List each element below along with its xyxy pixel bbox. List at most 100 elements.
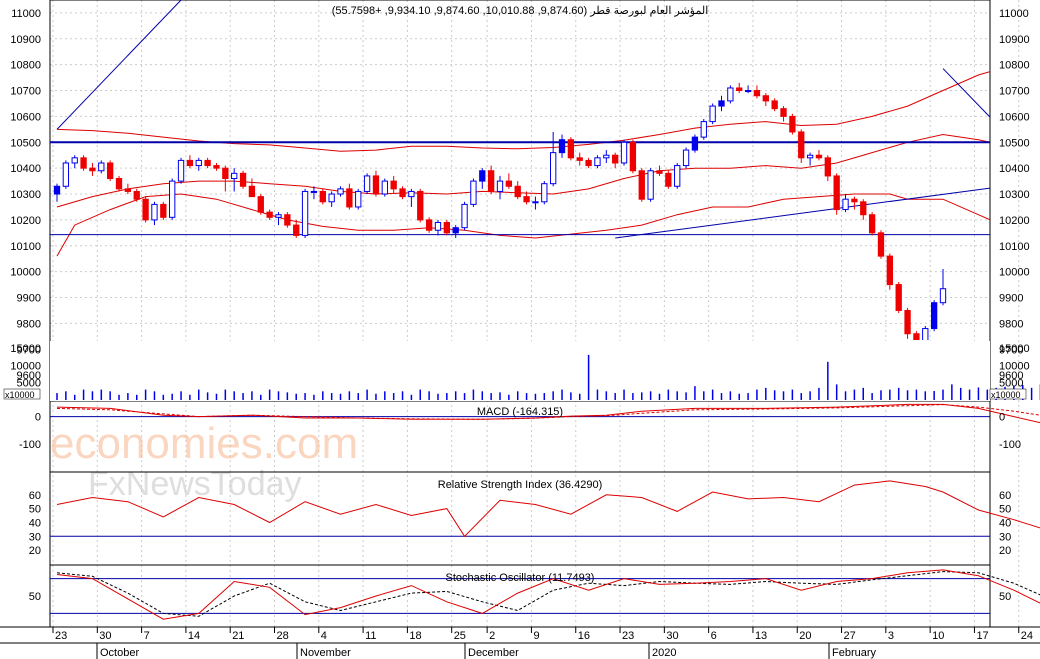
candle-body — [346, 188, 353, 208]
candle-body — [142, 198, 149, 221]
price-tick-label-right: 10900 — [999, 34, 1030, 46]
panel-frames — [0, 0, 1040, 644]
volume-tick-label-right: 5000 — [999, 378, 1023, 390]
candle-body — [372, 175, 380, 195]
stochastic-label: Stochastic Oscillator (11.7493) — [446, 572, 595, 584]
candle-body — [257, 196, 264, 213]
candle-body — [177, 159, 185, 182]
price-tick-label-left: 10600 — [10, 111, 41, 123]
candle-body — [603, 154, 610, 159]
candle-body — [620, 141, 628, 164]
rsi-line — [56, 480, 1040, 538]
price-tick-label-left: 10700 — [10, 86, 41, 98]
volume-panel — [50, 341, 1040, 401]
candle-body — [700, 121, 707, 138]
rsi-tick-label-left: 40 — [29, 517, 41, 529]
day-tick-label: 7 — [144, 630, 150, 642]
volume-multiplier-left: x10000 — [5, 390, 35, 400]
candle-body — [674, 165, 681, 187]
volume-multiplier-box-right — [989, 388, 1027, 400]
price-tick-label-right: 11000 — [999, 8, 1029, 20]
candle-body — [824, 157, 831, 177]
candle-body — [319, 190, 326, 203]
candle-body — [922, 328, 929, 340]
candle-body — [89, 167, 96, 172]
rsi-label: Relative Strength Index (36.4290) — [438, 479, 603, 491]
price-tick-label-right: 10400 — [999, 163, 1030, 175]
price-tick-label-right: 10200 — [999, 215, 1030, 227]
candle-body — [638, 170, 645, 200]
candle-body — [682, 149, 690, 167]
candle-body — [443, 221, 450, 234]
volume-background — [50, 341, 990, 401]
candle-body — [612, 154, 619, 164]
macd-panel — [50, 403, 1040, 424]
day-tick-label: 28 — [277, 630, 289, 642]
day-tick-label: 30 — [666, 630, 678, 642]
trendline — [942, 68, 990, 118]
candle-body — [231, 172, 238, 180]
candle-body — [780, 108, 787, 117]
day-tick-label: 11 — [365, 630, 376, 642]
day-tick-label: 18 — [409, 630, 421, 642]
day-tick-label: 30 — [99, 630, 111, 642]
candle-body — [124, 188, 132, 192]
rsi-tick-label-left: 20 — [29, 545, 41, 557]
candle-body — [913, 333, 920, 340]
watermark: economies.com FxNewsToday — [50, 419, 358, 503]
stochastic-k-line — [56, 569, 1040, 620]
candle-body — [470, 180, 477, 205]
candle-body — [496, 180, 504, 192]
price-tick-label-left: 9700 — [17, 344, 41, 356]
month-label: February — [832, 647, 877, 659]
day-tick-label: 14 — [188, 630, 200, 642]
price-tick-label-right: 10500 — [999, 137, 1030, 149]
day-tick-label: 24 — [1021, 630, 1033, 642]
candle-body — [505, 180, 513, 187]
candle-body — [550, 152, 557, 185]
candle-body — [744, 90, 752, 93]
candle-body — [133, 190, 140, 200]
candle-body — [727, 87, 734, 102]
volume-tick-label-right: 15000 — [999, 343, 1030, 355]
trendline — [56, 0, 182, 130]
candle-body — [275, 214, 282, 218]
day-tick-label: 4 — [321, 630, 327, 642]
candle-body — [567, 139, 575, 159]
candle-body — [806, 154, 814, 159]
candle-body — [390, 180, 397, 190]
candle-body — [115, 178, 123, 190]
day-tick-label: 9 — [533, 630, 539, 642]
price-tick-label-right: 10000 — [999, 267, 1030, 279]
candle-body — [514, 185, 521, 198]
candle-body — [815, 154, 823, 159]
candle-body — [904, 309, 911, 335]
candle-body — [434, 221, 442, 231]
day-tick-label: 27 — [844, 630, 856, 642]
day-tick-label: 25 — [454, 630, 466, 642]
price-tick-label-left: 10200 — [10, 215, 41, 227]
candle-body — [585, 159, 592, 167]
candle-body — [310, 190, 318, 193]
candle-body — [452, 227, 459, 234]
volume-tick-label-left: 5000 — [17, 378, 41, 390]
day-tick-label: 13 — [755, 630, 767, 642]
candle-body — [930, 302, 938, 330]
rsi-tick-label-right: 60 — [999, 490, 1011, 502]
macd-tick-label-left: -100 — [19, 439, 41, 451]
volume-tick-label-right: 10000 — [999, 360, 1030, 372]
candle-body — [523, 196, 530, 203]
price-tick-label-right: 10100 — [999, 241, 1030, 253]
candle-body — [629, 141, 637, 172]
stochastic-d-line — [56, 571, 1040, 617]
candle-body — [541, 183, 548, 203]
candle-body — [293, 224, 300, 236]
rsi-tick-label-right: 30 — [999, 531, 1011, 543]
price-tick-label-left: 10400 — [10, 163, 41, 175]
candle-body — [160, 203, 167, 218]
rsi-tick-label-right: 20 — [999, 545, 1011, 557]
candle-body — [53, 185, 61, 195]
day-tick-label: 6 — [711, 630, 717, 642]
